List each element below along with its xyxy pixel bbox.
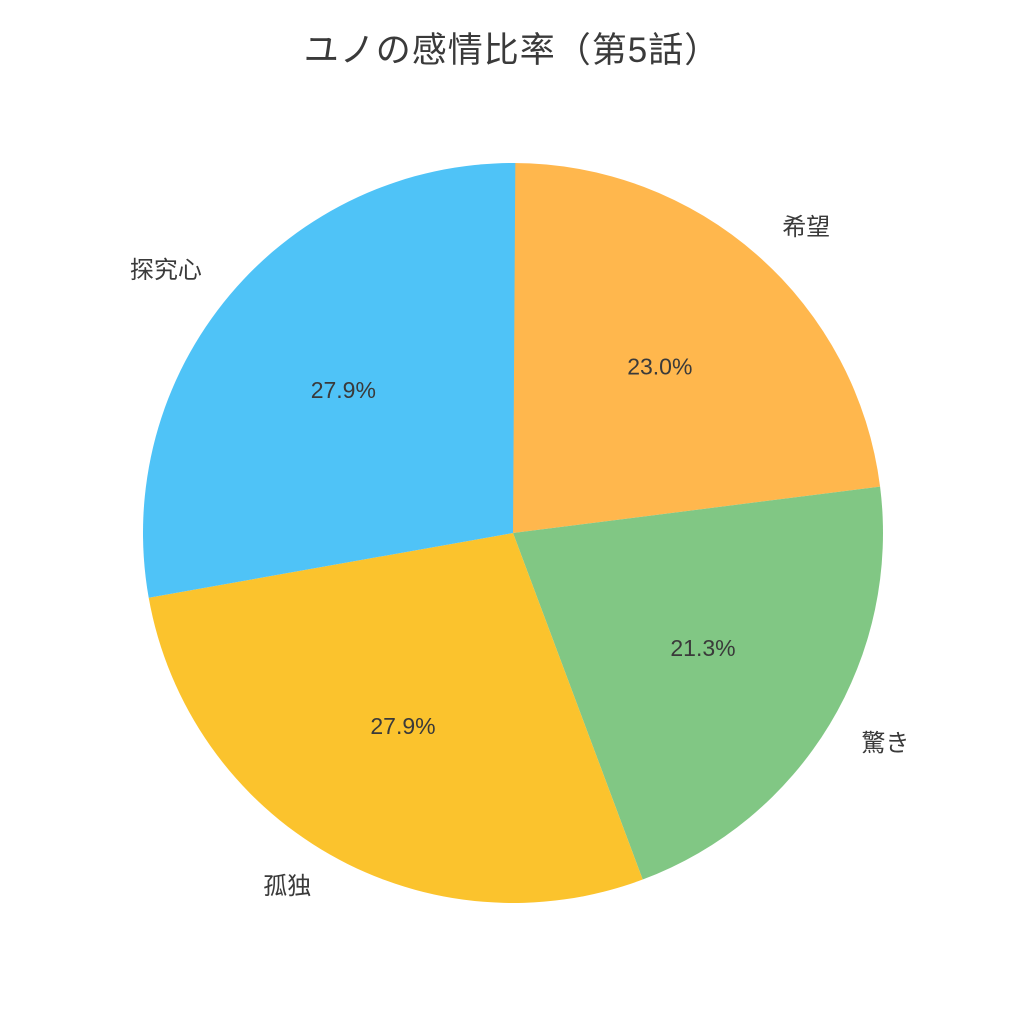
slice-percent-4: 27.9% (311, 377, 376, 403)
slice-percent-2: 21.3% (670, 635, 735, 661)
slice-label-2: 驚き (861, 730, 909, 757)
slice-label-4: 探究心 (130, 257, 202, 284)
pie-slice-2 (513, 486, 883, 880)
slice-percent-3: 27.9% (370, 713, 435, 739)
pie-slice-1 (513, 163, 881, 533)
pie-slice-4 (142, 163, 516, 598)
slice-label-3: 孤独 (263, 873, 311, 900)
chart-title: ユノの感情比率（第5話） (303, 31, 721, 70)
slice-label-1: 希望 (782, 214, 830, 241)
slice-percent-1: 23.0% (627, 354, 692, 380)
pie-slice-3 (148, 533, 643, 903)
